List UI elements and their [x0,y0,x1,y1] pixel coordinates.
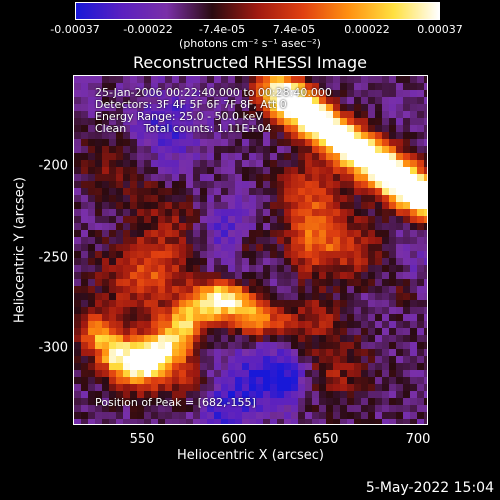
colorbar-units: (photons cm⁻² s⁻¹ asec⁻²) [179,37,321,50]
heatmap-image [74,76,427,424]
x-tick-label: 700 [405,432,431,447]
rhessi-image [73,75,428,425]
timestamp: 5-May-2022 15:04 [365,480,494,496]
y-tick-label: -200 [38,158,68,174]
colorbar-tick-label: -0.00022 [123,23,173,36]
detectors-text: Detectors: 3F 4F 5F 6F 7F 8F, Att 0 [95,98,287,111]
x-tick-label: 600 [221,432,247,447]
colorbar-tick-label: 7.4e-05 [272,23,316,36]
y-tick-label: -300 [38,340,68,356]
x-tick-label: 550 [129,432,155,447]
colorbar-tick-label: -0.00037 [50,23,100,36]
energy-range-text: Energy Range: 25.0 - 50.0 keV [95,110,263,123]
colorbar-tick-label: 0.00037 [417,23,463,36]
colorbar [75,2,440,20]
clean-counts-text: Clean Total counts: 1.11E+04 [95,122,272,135]
colorbar-tick-label: 0.00022 [344,23,390,36]
x-tick-label: 650 [313,432,339,447]
colorbar-tick-label: -7.4e-05 [198,23,246,36]
peak-position-text: Position of Peak = [682,-155] [95,396,256,409]
y-axis-label: Heliocentric Y (arcsec) [12,177,28,323]
time-range-text: 25-Jan-2006 00:22:40.000 to 00:28:40.000 [95,86,332,99]
plot-title: Reconstructed RHESSI Image [133,53,367,72]
x-axis-label: Heliocentric X (arcsec) [177,448,324,463]
y-tick-label: -250 [38,250,68,266]
